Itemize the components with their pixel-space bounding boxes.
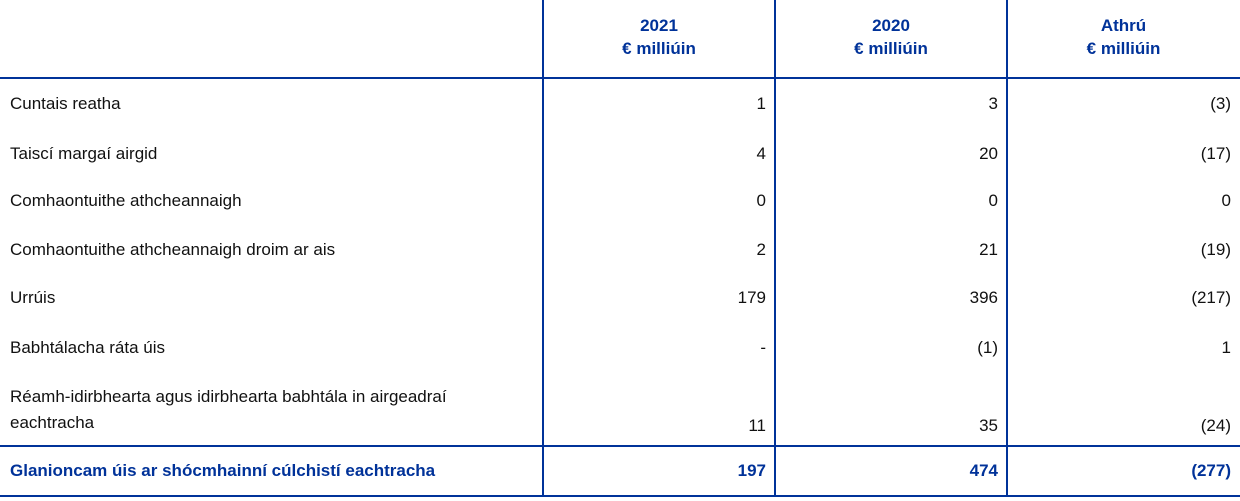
column-header: 2021 € milliúin — [543, 14, 775, 60]
cell-value: 396 — [969, 288, 998, 307]
column-year: 2020 — [872, 16, 910, 35]
column-divider — [1006, 0, 1008, 496]
column-unit: € milliúin — [854, 39, 928, 58]
total-label: Glanioncam úis ar shócmhainní cúlchistí … — [10, 461, 436, 480]
total-row: Glanioncam úis ar shócmhainní cúlchistí … — [0, 447, 1240, 495]
table-row: Urrúis 179 396 (217) — [0, 274, 1240, 322]
row-label: Comhaontuithe athcheannaigh droim ar ais — [10, 240, 336, 259]
cell-value: (24) — [1200, 416, 1231, 435]
cell-value: (1) — [977, 338, 998, 357]
cell-value: 21 — [979, 240, 998, 259]
cell-value: - — [760, 338, 766, 357]
row-label: Comhaontuithe athcheannaigh — [10, 191, 242, 210]
cell-value: 3 — [988, 94, 998, 113]
total-value: 197 — [737, 461, 766, 480]
column-header: 2020 € milliúin — [775, 14, 1007, 60]
cell-value: 0 — [756, 191, 766, 210]
table-row: Babhtálacha ráta úis - (1) 1 — [0, 324, 1240, 372]
cell-value: 2 — [756, 240, 766, 259]
cell-value: 0 — [988, 191, 998, 210]
column-unit: € milliúin — [622, 39, 696, 58]
column-divider — [542, 0, 544, 496]
cell-value: 1 — [756, 94, 766, 113]
total-value: (277) — [1191, 461, 1231, 480]
table-row: Comhaontuithe athcheannaigh droim ar ais… — [0, 226, 1240, 274]
cell-value: 1 — [1221, 338, 1231, 357]
table-row: Cuntais reatha 1 3 (3) — [0, 80, 1240, 128]
cell-value: 0 — [1221, 191, 1231, 210]
table-row: Comhaontuithe athcheannaigh 0 0 0 — [0, 177, 1240, 225]
table-row: Taiscí margaí airgid 4 20 (17) — [0, 130, 1240, 178]
row-label: Babhtálacha ráta úis — [10, 338, 165, 357]
cell-value: (19) — [1200, 240, 1231, 259]
header-rule — [0, 77, 1240, 79]
column-year: 2021 — [640, 16, 678, 35]
cell-value: 20 — [979, 144, 998, 163]
row-label: Réamh-idirbhearta agus idirbhearta babht… — [10, 387, 447, 432]
row-label: Taiscí margaí airgid — [10, 144, 158, 163]
cell-value: (3) — [1210, 94, 1231, 113]
cell-value: (217) — [1191, 288, 1231, 307]
cell-value: 35 — [979, 416, 998, 435]
total-rule — [0, 445, 1240, 447]
column-divider — [774, 0, 776, 496]
cell-value: 4 — [756, 144, 766, 163]
bottom-rule — [0, 495, 1240, 497]
row-label: Cuntais reatha — [10, 94, 121, 113]
cell-value: (17) — [1200, 144, 1231, 163]
table-row: Réamh-idirbhearta agus idirbhearta babht… — [0, 372, 1240, 446]
cell-value: 179 — [737, 288, 766, 307]
row-label: Urrúis — [10, 288, 56, 307]
column-header: Athrú € milliúin — [1007, 14, 1240, 60]
column-unit: € milliúin — [1086, 39, 1161, 58]
total-value: 474 — [969, 461, 998, 480]
cell-value: 11 — [748, 416, 766, 435]
column-year: Athrú — [1100, 16, 1147, 35]
